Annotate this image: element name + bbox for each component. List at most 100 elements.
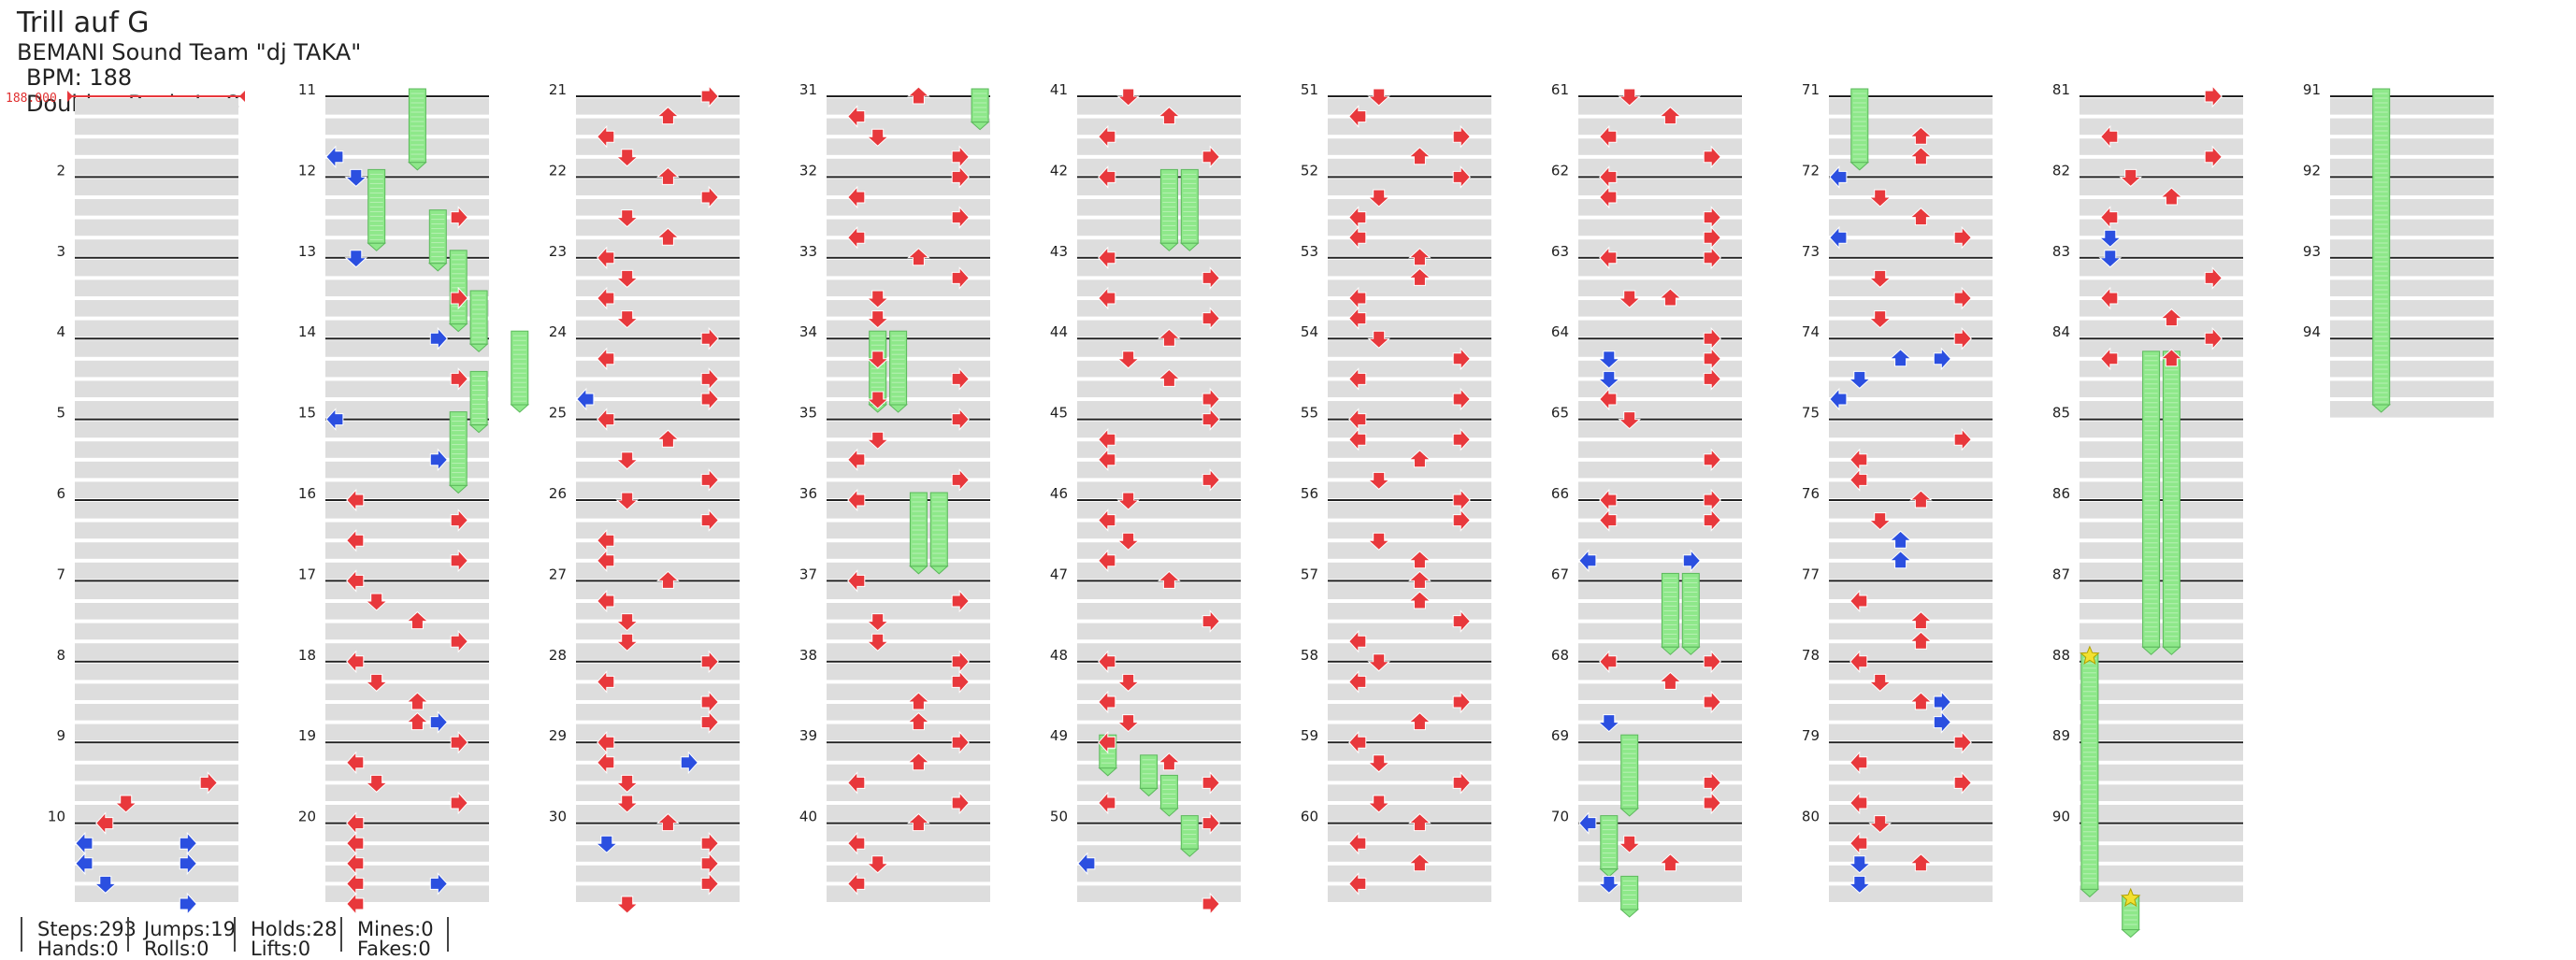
beat-stripe — [2080, 582, 2243, 599]
beat-stripe — [827, 502, 990, 519]
beat-stripe — [576, 502, 740, 519]
down-arrow-note — [1116, 492, 1140, 510]
left-arrow-note — [597, 670, 615, 694]
beat-stripe — [75, 663, 238, 681]
beat-stripe — [1077, 421, 1241, 438]
arrow-shape — [1597, 351, 1621, 369]
beat-stripe — [827, 885, 990, 902]
beat-stripe — [827, 98, 990, 115]
beat-stripe — [1578, 179, 1742, 195]
beat-stripe — [1578, 401, 1742, 418]
arrow-shape — [1202, 307, 1220, 330]
left-arrow-note — [1348, 629, 1367, 653]
up-arrow-note — [1909, 490, 1933, 509]
down-arrow-note — [615, 774, 639, 794]
right-arrow-note — [1202, 468, 1220, 492]
beat-stripe — [1578, 542, 1742, 559]
measure-number: 89 — [2052, 727, 2070, 744]
beat-stripe — [325, 764, 489, 781]
arrow-shape — [951, 145, 970, 169]
arrow-shape — [1367, 330, 1390, 349]
beat-stripe — [576, 724, 740, 741]
beat-stripe — [1328, 764, 1491, 781]
beat-stripe — [1077, 704, 1241, 721]
measure-number: 59 — [1301, 727, 1318, 744]
arrow-shape — [597, 286, 615, 310]
beat-stripe — [827, 320, 990, 337]
beat-stripe — [1829, 138, 1993, 155]
arrow-shape — [597, 347, 615, 371]
beat-stripe — [1328, 824, 1491, 842]
arrow-shape — [1703, 206, 1721, 229]
arrow-shape — [1703, 246, 1721, 270]
measure-number: 15 — [298, 405, 316, 422]
arrow-shape — [595, 835, 619, 853]
arrow-shape — [951, 266, 970, 290]
arrow-shape — [1909, 207, 1933, 226]
beat-stripe — [75, 744, 238, 761]
arrow-shape — [1348, 367, 1367, 391]
beat-stripe — [827, 360, 990, 378]
arrow-shape — [1659, 106, 1682, 125]
up-arrow-note — [907, 248, 930, 266]
measure-number: 49 — [1050, 727, 1068, 744]
beat-stripe — [1829, 320, 1993, 337]
arrow-shape — [1098, 509, 1116, 532]
right-arrow-note — [1703, 326, 1721, 351]
beat-stripe — [325, 663, 489, 681]
bpm-marker-start — [67, 91, 73, 102]
right-arrow-note — [1452, 690, 1471, 714]
measure-number: 44 — [1050, 323, 1068, 340]
beat-stripe — [827, 279, 990, 296]
measure-number: 57 — [1301, 566, 1318, 582]
beat-stripe — [2080, 724, 2243, 741]
measure-number: 24 — [549, 323, 567, 340]
beat-stripe — [1829, 421, 1993, 438]
hold-tail — [427, 263, 448, 272]
beat-stripe — [827, 179, 990, 195]
arrow-shape — [700, 367, 719, 391]
beat-stripe — [1077, 522, 1241, 539]
down-arrow-note — [365, 774, 388, 794]
hold-body — [2372, 88, 2391, 406]
measure-number: 48 — [1050, 647, 1068, 664]
arrow-shape — [847, 105, 866, 128]
right-arrow-note — [1452, 387, 1471, 411]
measure-number: 52 — [1301, 162, 1318, 179]
beat-stripe — [1328, 502, 1491, 519]
beat-stripe — [1328, 623, 1491, 640]
measure-number: 23 — [549, 243, 567, 260]
beat-stripe — [2080, 401, 2243, 418]
arrow-shape — [1348, 427, 1367, 451]
beat-stripe — [2080, 562, 2243, 580]
arrow-shape — [1703, 448, 1721, 472]
arrow-shape — [1618, 88, 1641, 107]
arrow-shape — [365, 593, 388, 611]
beat-stripe — [1578, 461, 1742, 479]
right-arrow-note — [2204, 84, 2223, 108]
left-arrow-note — [1348, 286, 1367, 310]
left-arrow-note — [1348, 105, 1367, 128]
beat-stripe — [325, 401, 489, 418]
down-arrow-note — [1116, 714, 1140, 733]
arrow-shape — [951, 206, 970, 229]
measure-number: 45 — [1050, 405, 1068, 422]
arrow-shape — [866, 128, 889, 147]
right-arrow-note — [700, 710, 719, 734]
beat-stripe — [1578, 158, 1742, 176]
right-arrow-note — [680, 751, 698, 775]
arrow-shape — [1909, 126, 1933, 145]
left-arrow-note — [346, 892, 365, 916]
arrow-shape — [346, 831, 365, 855]
measure-number: 53 — [1301, 243, 1318, 260]
right-arrow-note — [1703, 206, 1721, 229]
measure-number: 90 — [2052, 809, 2070, 825]
beat-stripe — [1328, 683, 1491, 700]
arrow-shape — [1953, 326, 1972, 351]
beat-stripe — [2330, 360, 2494, 378]
beat-stripe — [1829, 542, 1993, 559]
beat-stripe — [1829, 623, 1993, 640]
beat-stripe — [1077, 239, 1241, 256]
left-arrow-note — [1348, 427, 1367, 451]
right-arrow-note — [1202, 609, 1220, 633]
